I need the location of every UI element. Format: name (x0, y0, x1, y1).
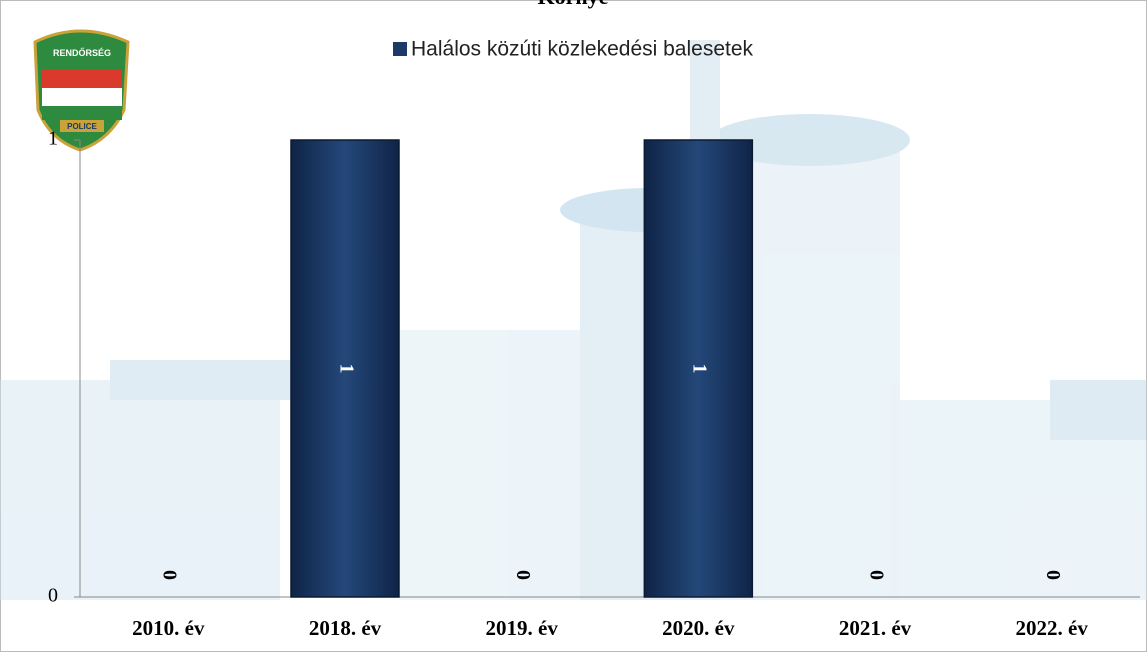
data-label: 1 (689, 364, 711, 374)
data-label: 0 (1042, 570, 1064, 580)
data-label: 0 (159, 570, 181, 580)
data-label: 1 (335, 364, 357, 374)
data-label: 0 (865, 570, 887, 580)
logo: RENDŐRSÉG POLICE (33, 29, 130, 152)
bar (290, 139, 400, 598)
x-tick-label: 2022. év (1016, 616, 1089, 640)
x-tick-label: 2019. év (486, 616, 559, 640)
y-tick-label: 1 (48, 128, 58, 150)
data-label: 0 (512, 570, 534, 580)
logo-text: RENDŐRSÉG (53, 47, 111, 58)
x-tick-label: 2018. év (309, 616, 382, 640)
x-tick-label: 2010. év (132, 616, 205, 640)
legend: Halálos közúti közlekedési balesetek (393, 38, 754, 61)
chart-title: Környe (538, 0, 609, 9)
x-tick-label: 2021. év (839, 616, 912, 640)
y-tick-label: 0 (48, 585, 58, 607)
legend-label: Halálos közúti közlekedési balesetek (411, 38, 754, 61)
bar (643, 139, 754, 598)
logo-text: POLICE (67, 122, 97, 131)
x-tick-label: 2020. év (662, 616, 735, 640)
legend-swatch (393, 42, 407, 56)
